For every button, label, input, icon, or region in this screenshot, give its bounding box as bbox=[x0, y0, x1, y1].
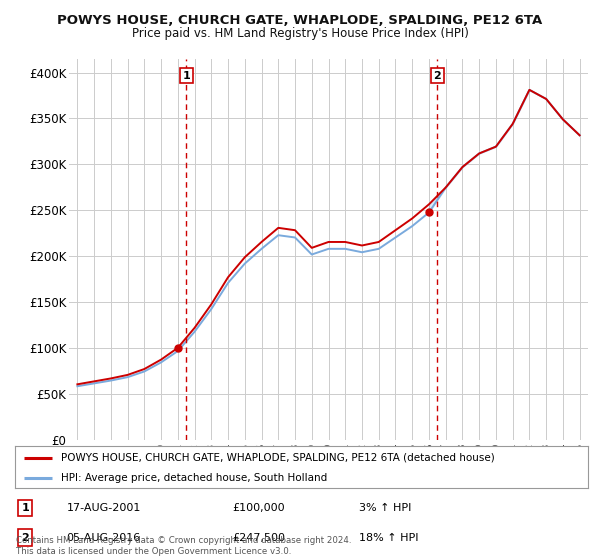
Text: POWYS HOUSE, CHURCH GATE, WHAPLODE, SPALDING, PE12 6TA: POWYS HOUSE, CHURCH GATE, WHAPLODE, SPAL… bbox=[58, 14, 542, 27]
Text: 17-AUG-2001: 17-AUG-2001 bbox=[67, 503, 141, 513]
Text: 2: 2 bbox=[22, 533, 29, 543]
Text: 2: 2 bbox=[433, 71, 441, 81]
Text: 05-AUG-2016: 05-AUG-2016 bbox=[67, 533, 141, 543]
Text: 1: 1 bbox=[182, 71, 190, 81]
Text: £247,500: £247,500 bbox=[233, 533, 286, 543]
Text: £100,000: £100,000 bbox=[233, 503, 286, 513]
Text: POWYS HOUSE, CHURCH GATE, WHAPLODE, SPALDING, PE12 6TA (detached house): POWYS HOUSE, CHURCH GATE, WHAPLODE, SPAL… bbox=[61, 452, 494, 463]
Text: HPI: Average price, detached house, South Holland: HPI: Average price, detached house, Sout… bbox=[61, 473, 327, 483]
Text: 18% ↑ HPI: 18% ↑ HPI bbox=[359, 533, 418, 543]
Text: 1: 1 bbox=[22, 503, 29, 513]
Text: Price paid vs. HM Land Registry's House Price Index (HPI): Price paid vs. HM Land Registry's House … bbox=[131, 27, 469, 40]
Text: Contains HM Land Registry data © Crown copyright and database right 2024.
This d: Contains HM Land Registry data © Crown c… bbox=[16, 536, 352, 556]
Text: 3% ↑ HPI: 3% ↑ HPI bbox=[359, 503, 411, 513]
